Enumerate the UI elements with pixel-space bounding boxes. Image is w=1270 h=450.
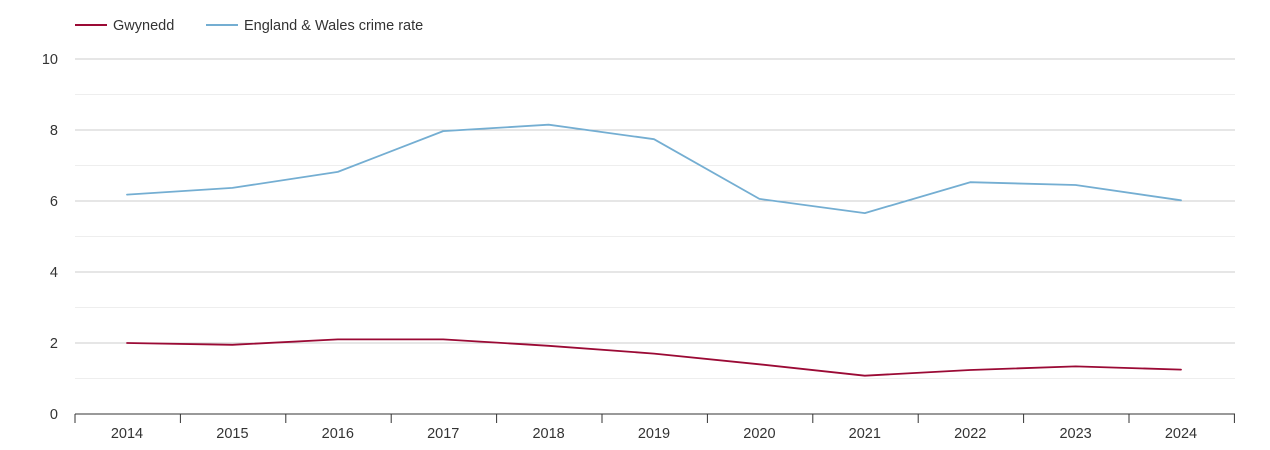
legend-item-gwynedd[interactable]: Gwynedd <box>75 18 174 34</box>
y-tick-label: 0 <box>50 407 58 423</box>
x-tick-label: 2022 <box>954 426 986 442</box>
x-tick-label: 2018 <box>532 426 564 442</box>
x-axis-ticks <box>74 414 1235 423</box>
y-tick-label: 10 <box>42 52 58 68</box>
major-gridlines <box>75 58 1235 344</box>
minor-gridlines <box>75 94 1235 379</box>
legend: Gwynedd England & Wales crime rate <box>75 18 423 34</box>
x-tick-label: 2016 <box>322 426 354 442</box>
y-axis-ticks: 0 2 4 6 8 10 <box>42 52 58 423</box>
series-lines <box>126 123 1182 377</box>
y-tick-label: 2 <box>50 336 58 352</box>
x-tick-label: 2024 <box>1165 426 1197 442</box>
legend-label-gwynedd: Gwynedd <box>113 18 174 34</box>
series-line-gwynedd <box>126 338 1182 377</box>
series-line-england-wales <box>126 123 1182 215</box>
x-tick-label: 2020 <box>743 426 775 442</box>
x-axis-tick-labels: 2014 2015 2016 2017 2018 2019 2020 2021 … <box>111 426 1197 442</box>
x-tick-label: 2019 <box>638 426 670 442</box>
y-tick-label: 8 <box>50 123 58 139</box>
x-tick-label: 2015 <box>216 426 248 442</box>
x-tick-label: 2014 <box>111 426 143 442</box>
x-axis: 2014 2015 2016 2017 2018 2019 2020 2021 … <box>74 413 1235 442</box>
legend-label-england-wales: England & Wales crime rate <box>244 18 423 34</box>
y-tick-label: 6 <box>50 194 58 210</box>
y-tick-label: 4 <box>50 265 58 281</box>
x-tick-label: 2023 <box>1059 426 1091 442</box>
x-tick-label: 2017 <box>427 426 459 442</box>
x-tick-label: 2021 <box>849 426 881 442</box>
legend-item-england-wales[interactable]: England & Wales crime rate <box>206 18 423 34</box>
